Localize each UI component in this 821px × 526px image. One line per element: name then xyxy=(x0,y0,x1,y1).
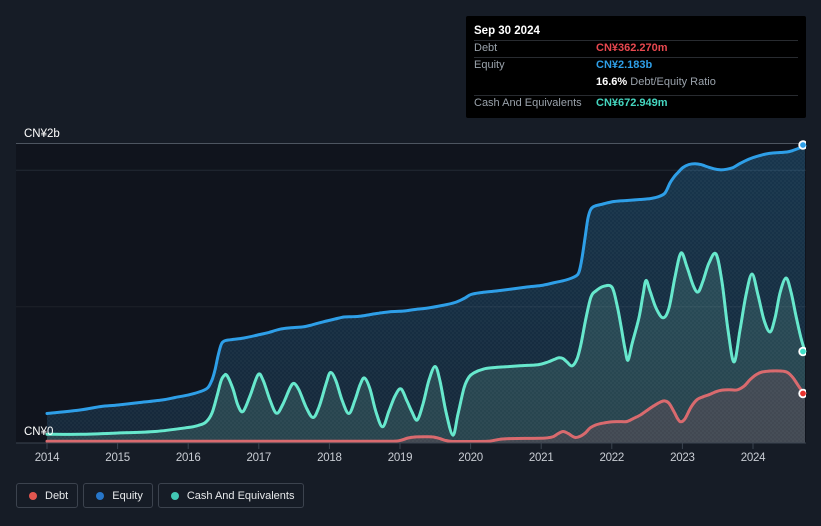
svg-text:2014: 2014 xyxy=(35,452,60,464)
svg-text:2016: 2016 xyxy=(176,452,201,464)
svg-text:2019: 2019 xyxy=(388,452,413,464)
svg-text:2018: 2018 xyxy=(317,452,342,464)
svg-text:CN¥0: CN¥0 xyxy=(24,426,53,438)
svg-text:CN¥2b: CN¥2b xyxy=(24,128,60,140)
svg-text:2022: 2022 xyxy=(600,452,625,464)
svg-text:2023: 2023 xyxy=(670,452,695,464)
svg-text:2017: 2017 xyxy=(247,452,272,464)
svg-text:2015: 2015 xyxy=(105,452,130,464)
svg-text:2020: 2020 xyxy=(458,452,483,464)
svg-text:2021: 2021 xyxy=(529,452,554,464)
svg-text:2024: 2024 xyxy=(741,452,766,464)
